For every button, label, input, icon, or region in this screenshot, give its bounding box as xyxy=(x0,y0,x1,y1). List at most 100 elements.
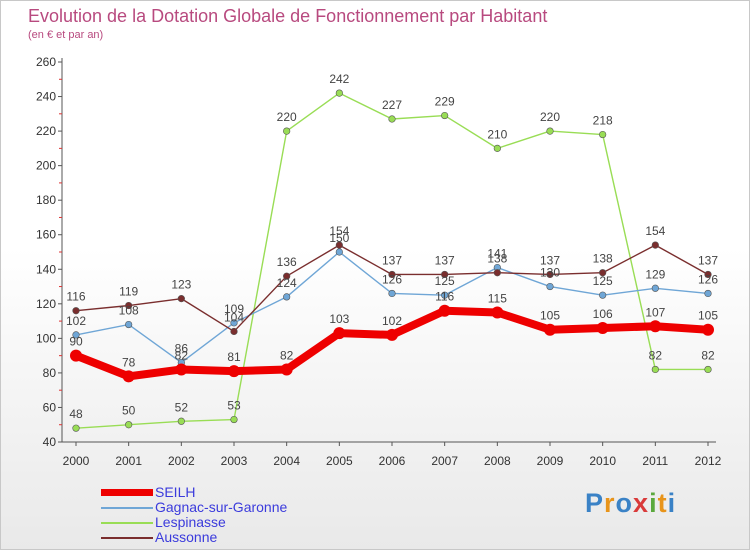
data-label-gagnac-sur-garonne: 124 xyxy=(277,276,297,290)
y-tick-label: 120 xyxy=(36,297,56,311)
data-label-lespinasse: 220 xyxy=(277,110,297,124)
data-point-gagnac-sur-garonne xyxy=(441,291,449,299)
legend-item-seilh: SEILH xyxy=(101,485,401,500)
x-tick-label: 2011 xyxy=(642,454,668,468)
y-tick-label: 220 xyxy=(36,124,56,138)
data-point-seilh xyxy=(702,323,714,336)
data-point-aussonne xyxy=(388,270,396,279)
data-label-aussonne: 104 xyxy=(224,310,244,324)
data-label-seilh: 105 xyxy=(540,309,560,323)
data-label-lespinasse: 82 xyxy=(649,348,663,362)
data-point-seilh xyxy=(228,365,240,378)
data-point-lespinasse xyxy=(441,111,449,120)
data-point-gagnac-sur-garonne xyxy=(651,284,659,292)
data-label-aussonne: 154 xyxy=(329,224,349,238)
data-label-seilh: 82 xyxy=(280,348,294,362)
y-tick-label: 240 xyxy=(36,90,56,104)
data-label-seilh: 78 xyxy=(122,355,136,369)
data-label-lespinasse: 218 xyxy=(593,114,613,128)
data-point-aussonne xyxy=(335,241,343,249)
data-point-aussonne xyxy=(125,301,133,310)
data-label-gagnac-sur-garonne: 150 xyxy=(329,231,349,245)
legend-item-aussonne: Aussonne xyxy=(101,530,401,545)
data-label-lespinasse: 53 xyxy=(227,399,241,413)
legend-item-lespinasse: Lespinasse xyxy=(101,515,401,530)
data-point-lespinasse xyxy=(72,424,80,432)
data-label-aussonne: 123 xyxy=(171,278,191,292)
data-point-seilh xyxy=(280,363,293,376)
data-label-seilh: 82 xyxy=(175,348,189,362)
data-label-lespinasse: 229 xyxy=(435,95,455,109)
data-label-seilh: 103 xyxy=(329,312,349,326)
data-point-aussonne xyxy=(704,270,712,279)
x-tick-label: 2003 xyxy=(221,454,248,468)
series-line-gagnac-sur-garonne xyxy=(75,251,709,364)
y-tick-label: 60 xyxy=(43,400,57,414)
data-point-aussonne xyxy=(230,327,238,336)
data-label-aussonne: 138 xyxy=(593,252,613,266)
data-label-seilh: 116 xyxy=(435,290,454,304)
data-point-seilh xyxy=(544,323,556,336)
data-point-aussonne xyxy=(493,269,501,277)
y-tick-label: 200 xyxy=(36,159,56,173)
data-label-seilh: 115 xyxy=(488,291,507,305)
y-tick-label: 160 xyxy=(36,228,56,242)
x-tick-label: 2006 xyxy=(379,454,406,468)
data-label-aussonne: 154 xyxy=(645,224,665,238)
data-point-lespinasse xyxy=(493,144,501,152)
data-point-lespinasse xyxy=(388,115,396,123)
data-point-gagnac-sur-garonne xyxy=(125,320,133,329)
data-label-seilh: 106 xyxy=(593,307,613,321)
data-label-lespinasse: 242 xyxy=(329,72,349,86)
data-label-aussonne: 137 xyxy=(540,253,560,267)
data-label-lespinasse: 82 xyxy=(701,348,715,362)
data-label-lespinasse: 227 xyxy=(382,98,402,112)
x-tick-label: 2012 xyxy=(695,454,722,468)
x-tick-label: 2007 xyxy=(431,454,458,468)
legend-swatch xyxy=(101,489,153,496)
data-point-lespinasse xyxy=(704,365,712,374)
x-tick-label: 2004 xyxy=(273,454,300,468)
data-label-aussonne: 138 xyxy=(487,252,507,266)
data-label-gagnac-sur-garonne: 108 xyxy=(119,304,139,318)
chart-subtitle: (en € et par an) xyxy=(28,29,104,41)
data-label-gagnac-sur-garonne: 126 xyxy=(698,272,718,286)
data-label-seilh: 102 xyxy=(382,314,402,328)
data-point-gagnac-sur-garonne xyxy=(72,331,80,339)
data-label-seilh: 105 xyxy=(698,309,718,323)
legend-label: Aussonne xyxy=(155,529,218,545)
data-point-lespinasse xyxy=(230,415,238,424)
legend-item-gagnac-sur-garonne: Gagnac-sur-Garonne xyxy=(101,500,401,515)
legend-label: SEILH xyxy=(155,484,196,500)
data-label-gagnac-sur-garonne: 130 xyxy=(540,266,560,280)
data-label-aussonne: 136 xyxy=(277,255,297,269)
data-label-lespinasse: 52 xyxy=(175,400,189,414)
data-point-lespinasse xyxy=(335,89,343,97)
y-tick-label: 260 xyxy=(36,55,56,69)
data-point-aussonne xyxy=(651,241,659,249)
legend-swatch xyxy=(101,506,153,509)
data-point-gagnac-sur-garonne xyxy=(283,293,291,301)
data-point-aussonne xyxy=(441,270,449,279)
legend-swatch xyxy=(101,536,153,539)
data-point-seilh xyxy=(491,306,504,319)
data-point-gagnac-sur-garonne xyxy=(388,289,396,298)
data-label-gagnac-sur-garonne: 125 xyxy=(435,274,455,288)
y-tick-label: 100 xyxy=(36,331,56,345)
data-label-aussonne: 137 xyxy=(435,253,455,267)
data-point-gagnac-sur-garonne xyxy=(546,282,554,291)
data-label-gagnac-sur-garonne: 129 xyxy=(645,267,665,281)
data-label-aussonne: 119 xyxy=(119,285,138,299)
data-point-seilh xyxy=(70,349,82,362)
x-tick-label: 2010 xyxy=(589,454,616,468)
data-label-seilh: 90 xyxy=(69,335,83,349)
data-point-aussonne xyxy=(177,295,185,303)
data-point-gagnac-sur-garonne xyxy=(335,248,343,256)
data-point-lespinasse xyxy=(599,130,607,139)
data-point-gagnac-sur-garonne xyxy=(599,291,607,299)
data-point-seilh xyxy=(386,328,398,341)
x-tick-label: 2005 xyxy=(326,454,353,468)
data-point-seilh xyxy=(438,304,451,317)
